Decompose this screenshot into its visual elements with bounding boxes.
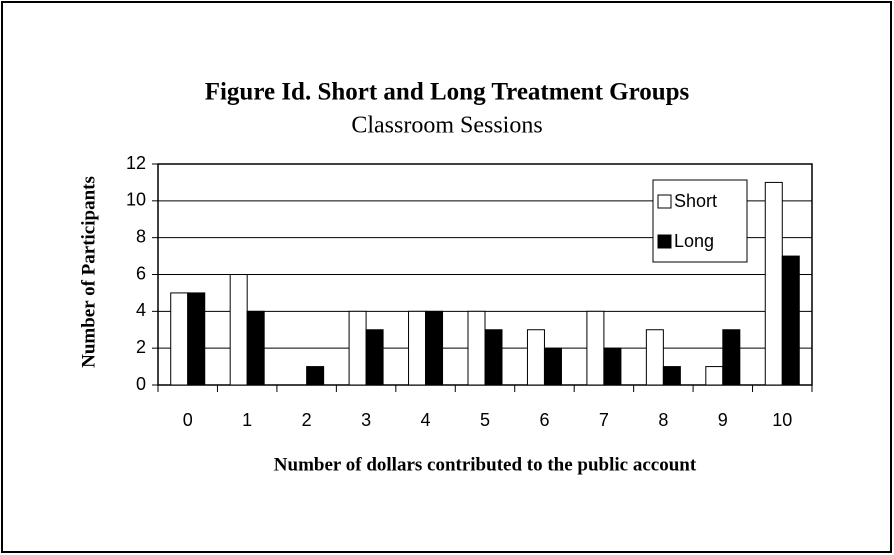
y-tick-label: 8 bbox=[136, 226, 146, 246]
bar bbox=[705, 366, 724, 386]
legend-label: Short bbox=[674, 191, 717, 211]
bar bbox=[246, 310, 265, 386]
bar bbox=[170, 292, 189, 386]
x-tick-label: 0 bbox=[183, 410, 193, 430]
bar bbox=[645, 329, 664, 386]
x-tick-label: 1 bbox=[242, 410, 252, 430]
x-axis-label: Number of dollars contributed to the pub… bbox=[274, 454, 697, 475]
y-tick-label: 10 bbox=[126, 190, 146, 210]
x-tick-label: 5 bbox=[480, 410, 490, 430]
bar bbox=[306, 366, 325, 386]
y-tick-label: 12 bbox=[126, 153, 146, 173]
bar bbox=[722, 329, 741, 386]
x-tick-label: 7 bbox=[599, 410, 609, 430]
bar bbox=[484, 329, 503, 386]
legend-label: Long bbox=[674, 231, 714, 251]
y-tick-label: 6 bbox=[136, 263, 146, 283]
bar bbox=[526, 329, 545, 386]
x-tick-label: 2 bbox=[302, 410, 312, 430]
bar bbox=[425, 310, 444, 386]
legend-swatch bbox=[657, 194, 672, 209]
y-axis-label: Number of Participants bbox=[78, 176, 99, 368]
bar bbox=[586, 310, 605, 386]
chart-title: Figure Id. Short and Long Treatment Grou… bbox=[205, 79, 690, 106]
chart-subtitle: Classroom Sessions bbox=[351, 113, 542, 139]
x-tick-label: 3 bbox=[361, 410, 371, 430]
bar bbox=[229, 274, 248, 386]
bar bbox=[408, 310, 427, 386]
x-tick-label: 8 bbox=[658, 410, 668, 430]
bar bbox=[764, 181, 783, 386]
bar bbox=[187, 292, 206, 386]
x-tick-label: 6 bbox=[539, 410, 549, 430]
x-tick-label: 9 bbox=[718, 410, 728, 430]
bar bbox=[543, 347, 562, 386]
bar bbox=[662, 366, 681, 386]
bar bbox=[603, 347, 622, 386]
legend-swatch bbox=[657, 234, 672, 249]
bar bbox=[365, 329, 384, 386]
y-tick-label: 2 bbox=[136, 337, 146, 357]
x-tick-label: 4 bbox=[421, 410, 431, 430]
y-tick-label: 0 bbox=[136, 374, 146, 394]
bar bbox=[467, 310, 486, 386]
x-tick-label: 10 bbox=[772, 410, 792, 430]
bar bbox=[348, 310, 367, 386]
y-tick-label: 4 bbox=[136, 300, 146, 320]
bar bbox=[781, 255, 800, 386]
